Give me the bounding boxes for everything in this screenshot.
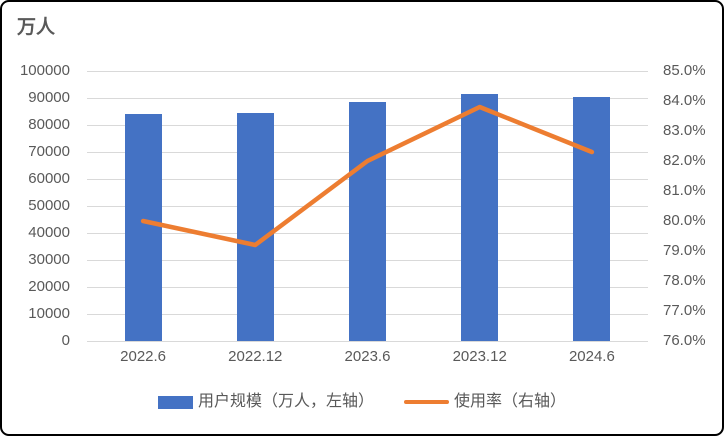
legend-label-user-scale: 用户规模（万人，左轴） bbox=[197, 393, 374, 410]
user-scale-bar bbox=[573, 96, 611, 341]
right-axis-tick-label: 77.0% bbox=[663, 302, 706, 319]
plot-area bbox=[87, 70, 648, 342]
x-axis-tick-label: 2023.12 bbox=[452, 348, 507, 365]
gridline bbox=[87, 340, 648, 342]
right-axis-tick-label: 79.0% bbox=[663, 242, 706, 259]
left-axis-tick-label: 20000 bbox=[28, 278, 70, 295]
left-axis-tick-label: 10000 bbox=[28, 305, 70, 322]
left-axis-tick-label: 70000 bbox=[28, 143, 70, 160]
right-axis-tick-label: 84.0% bbox=[663, 92, 706, 109]
left-axis-tick-label: 60000 bbox=[28, 170, 70, 187]
right-axis-tick-label: 81.0% bbox=[663, 182, 706, 199]
x-axis-tick-label: 2024.6 bbox=[568, 348, 615, 365]
user-scale-bar bbox=[349, 102, 386, 341]
user-scale-bar bbox=[124, 113, 162, 341]
left-axis-tick-label: 0 bbox=[61, 332, 70, 349]
gridline bbox=[87, 70, 648, 72]
usage-rate-line bbox=[140, 104, 595, 248]
left-axis-tick-label: 90000 bbox=[28, 89, 70, 106]
user-scale-bar bbox=[236, 112, 274, 341]
gridline bbox=[87, 97, 648, 99]
left-axis-tick-label: 30000 bbox=[28, 251, 70, 268]
bars-layer bbox=[87, 71, 648, 341]
left-axis-tick-label: 100000 bbox=[19, 62, 70, 79]
bar-series-swatch-icon bbox=[157, 395, 193, 409]
x-axis-tick-label: 2022.6 bbox=[120, 348, 167, 365]
legend-item-usage-rate: 使用率（右轴） bbox=[404, 392, 566, 412]
right-axis-tick-label: 76.0% bbox=[663, 332, 706, 349]
right-axis-tick-label: 83.0% bbox=[663, 122, 706, 139]
line-series-swatch-icon bbox=[404, 399, 449, 405]
left-axis-tick-label: 40000 bbox=[28, 224, 70, 241]
axis-unit-label: 万人 bbox=[17, 17, 56, 38]
x-axis-tick-label: 2023.6 bbox=[344, 348, 391, 365]
right-axis-tick-label: 82.0% bbox=[663, 152, 706, 169]
right-axis-tick-label: 80.0% bbox=[663, 212, 706, 229]
legend: 用户规模（万人，左轴） 使用率（右轴） bbox=[2, 392, 722, 412]
usage-rate-polyline bbox=[140, 104, 595, 248]
left-axis-tick-label: 80000 bbox=[28, 116, 70, 133]
right-axis-tick-label: 78.0% bbox=[663, 272, 706, 289]
right-axis-tick-label: 85.0% bbox=[663, 62, 706, 79]
left-axis-tick-label: 50000 bbox=[28, 197, 70, 214]
user-scale-bar bbox=[461, 93, 499, 341]
x-axis-tick-label: 2022.12 bbox=[228, 348, 283, 365]
legend-label-usage-rate: 使用率（右轴） bbox=[454, 393, 567, 410]
legend-item-user-scale: 用户规模（万人，左轴） bbox=[157, 392, 374, 412]
